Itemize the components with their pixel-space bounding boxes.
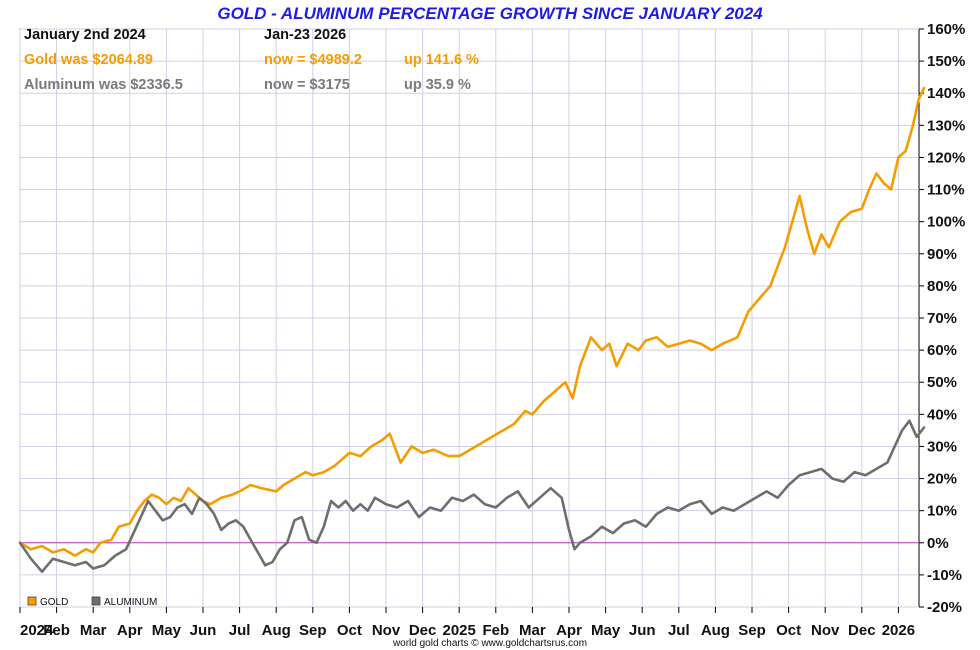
end-date-label: Jan-23 2026 (264, 27, 346, 43)
series-line-gold (18, 86, 926, 557)
y-tick-label: 110% (927, 182, 965, 199)
x-tick-label: Oct (337, 622, 362, 639)
x-tick-label: Mar (80, 622, 107, 639)
y-tick-label: 40% (927, 406, 957, 423)
x-tick-label: Aug (701, 622, 730, 639)
y-tick-label: 0% (927, 535, 949, 552)
aluminum-change: up 35.9 % (404, 77, 471, 93)
x-tick-label: Aug (262, 622, 291, 639)
y-tick-label: 140% (927, 85, 965, 102)
aluminum-current-price: now = $3175 (264, 77, 350, 93)
gridlines (19, 28, 919, 608)
series-lines (18, 86, 926, 574)
y-tick-label: 20% (927, 471, 957, 488)
y-tick-label: 130% (927, 117, 965, 134)
y-tick-label: 60% (927, 342, 957, 359)
x-tick-label: 2024 (20, 622, 54, 639)
y-tick-label: 10% (927, 503, 957, 520)
credit-text: world gold charts © www.goldchartsrus.co… (392, 638, 587, 649)
x-tick-label: Oct (776, 622, 801, 639)
x-tick-label: Mar (519, 622, 546, 639)
x-tick-label: Dec (409, 622, 437, 639)
x-tick-label: Sep (299, 622, 327, 639)
x-tick-label: Nov (811, 622, 840, 639)
legend-swatch-aluminum (91, 596, 101, 606)
x-tick-label: Sep (738, 622, 766, 639)
y-tick-label: 80% (927, 278, 957, 295)
y-tick-label: 70% (927, 310, 957, 327)
legend-label-gold: GOLD (40, 597, 68, 608)
legend-label-aluminum: ALUMINUM (104, 597, 157, 608)
y-tick-label: 100% (927, 214, 965, 231)
chart-title: GOLD - ALUMINUM PERCENTAGE GROWTH SINCE … (217, 4, 763, 23)
gold-start-price: Gold was $2064.89 (24, 52, 153, 68)
x-tick-label: May (591, 622, 621, 639)
x-tick-label: Jul (668, 622, 690, 639)
x-tick-label: 2026 (882, 622, 915, 639)
y-tick-label: 120% (927, 149, 965, 166)
y-tick-label: 90% (927, 246, 957, 263)
legend: GOLD ALUMINUM (27, 596, 157, 608)
series-line-aluminum (18, 419, 926, 574)
x-tick-label: Apr (556, 622, 582, 639)
x-tick-label: 2025 (443, 622, 476, 639)
legend-swatch-gold (27, 596, 37, 606)
y-tick-label: -20% (927, 599, 962, 616)
y-tick-label: 50% (927, 374, 957, 391)
gold-change: up 141.6 % (404, 52, 479, 68)
x-tick-label: Feb (482, 622, 509, 639)
x-tick-label: Nov (372, 622, 401, 639)
gold-current-price: now = $4989.2 (264, 52, 362, 68)
x-tick-label: Dec (848, 622, 876, 639)
y-tick-label: 160% (927, 21, 965, 38)
y-tick-label: 30% (927, 438, 957, 455)
x-tick-label: May (152, 622, 182, 639)
y-tick-label: -10% (927, 567, 962, 584)
y-axis: -20% -10% 0% 10% 20% 30% 40% 50% 60% 70% 80% 90% 100… (919, 21, 965, 616)
x-tick-label: Apr (117, 622, 143, 639)
x-tick-label: Feb (43, 622, 70, 639)
x-tick-label: Jun (190, 622, 217, 639)
y-tick-label: 150% (927, 53, 965, 70)
x-tick-label: Jul (229, 622, 251, 639)
start-date-label: January 2nd 2024 (24, 27, 146, 43)
x-tick-label: Jun (629, 622, 656, 639)
aluminum-start-price: Aluminum was $2336.5 (24, 77, 183, 93)
